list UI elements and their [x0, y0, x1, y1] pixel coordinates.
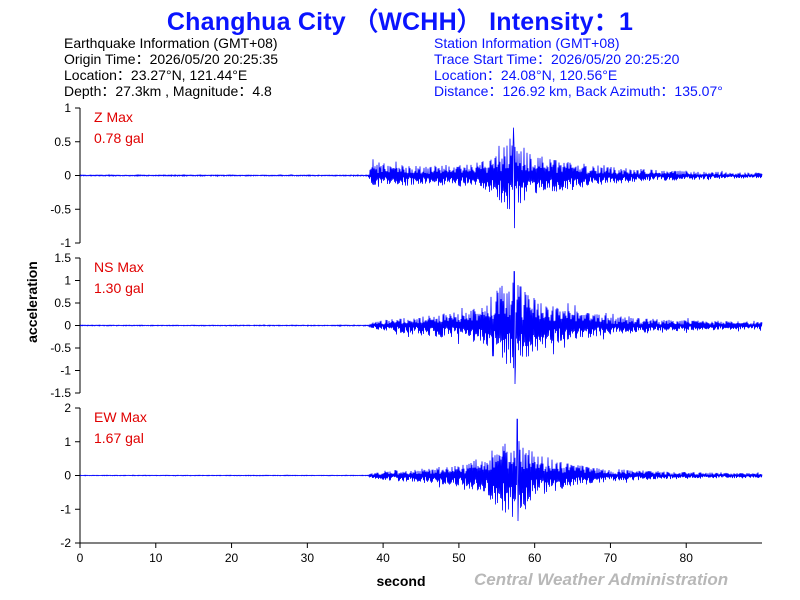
- panel-ns: 1.5 1 0.5 0 -0.5 -1 -1.5 NS Max 1.30 gal: [50, 251, 763, 400]
- page-title: Changhua City （WCHH） Intensity：1: [166, 8, 634, 36]
- y-tick-label: 1: [64, 274, 71, 288]
- waveform-z: [79, 127, 763, 229]
- x-tick-label: 30: [301, 551, 315, 565]
- y-tick-label: 1: [64, 101, 71, 115]
- station-location: Location：24.08°N, 120.56°E: [434, 67, 618, 83]
- x-tick-label: 60: [528, 551, 542, 565]
- max-value-ew: 1.67 gal: [94, 430, 144, 446]
- y-tick-label: -1: [60, 502, 71, 516]
- y-tick-label: -1.5: [50, 386, 71, 400]
- depth-magnitude: Depth：27.3km , Magnitude：4.8: [64, 83, 272, 99]
- epicenter-location: Location：23.27°N, 121.44°E: [64, 67, 248, 83]
- max-value-ns: 1.30 gal: [94, 280, 144, 296]
- y-axis-title: acceleration: [24, 261, 40, 343]
- footer-credit: Central Weather Administration: [474, 570, 729, 589]
- panel-ew: 2 1 0 -1 -2 EW Max 1.67 gal: [60, 401, 763, 550]
- waveform-ew: [79, 418, 763, 522]
- trace-start-time: Trace Start Time：2026/05/20 20:25:20: [434, 51, 680, 67]
- x-tick-label: 80: [680, 551, 694, 565]
- x-tick-label: 10: [149, 551, 163, 565]
- y-tick-label: 0.5: [54, 296, 71, 310]
- max-title-ns: NS Max: [94, 259, 144, 275]
- y-tick-label: -0.5: [50, 341, 71, 355]
- station-info-heading: Station Information (GMT+08): [434, 35, 620, 51]
- station-distance: Distance：126.92 km, Back Azimuth：135.07°: [434, 83, 723, 99]
- origin-time: Origin Time：2026/05/20 20:25:35: [64, 51, 279, 67]
- y-tick-label: 2: [64, 401, 71, 415]
- station-info: Station Information (GMT+08) Trace Start…: [434, 35, 723, 99]
- panel-z: 1 0.5 0 -0.5 -1 Z Max 0.78 gal: [50, 101, 763, 250]
- max-title-z: Z Max: [94, 109, 133, 125]
- x-tick-label: 40: [376, 551, 390, 565]
- y-tick-label: 1: [64, 435, 71, 449]
- y-tick-label: 1.5: [54, 251, 71, 265]
- y-tick-label: -2: [60, 536, 71, 550]
- y-tick-label: -0.5: [50, 202, 71, 216]
- max-title-ew: EW Max: [94, 409, 147, 425]
- x-tick-label: 20: [225, 551, 239, 565]
- y-tick-label: 0: [64, 169, 71, 183]
- earthquake-info: Earthquake Information (GMT+08) Origin T…: [64, 35, 278, 99]
- waveform-ns: [79, 271, 763, 385]
- x-axis-title: second: [376, 573, 425, 589]
- y-tick-label: -1: [60, 236, 71, 250]
- x-tick-label: 70: [604, 551, 618, 565]
- y-tick-label: 0.5: [54, 135, 71, 149]
- earthquake-info-heading: Earthquake Information (GMT+08): [64, 35, 278, 51]
- y-tick-label: 0: [64, 469, 71, 483]
- x-tick-label: 50: [452, 551, 466, 565]
- y-tick-label: -1: [60, 364, 71, 378]
- max-value-z: 0.78 gal: [94, 130, 144, 146]
- x-tick-label: 0: [77, 551, 84, 565]
- y-tick-label: 0: [64, 319, 71, 333]
